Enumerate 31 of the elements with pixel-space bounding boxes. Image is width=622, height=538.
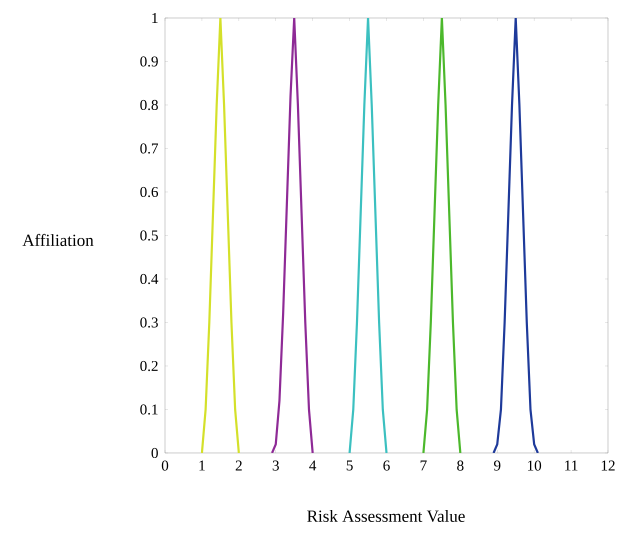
y-tick-label: 0 (152, 448, 158, 458)
x-tick-label: 9 (494, 460, 500, 471)
y-axis-title: Affiliation (22, 234, 94, 246)
y-tick-label: 0.3 (140, 317, 158, 328)
x-tick-label: 1 (199, 460, 205, 470)
x-tick-label: 5 (346, 460, 353, 470)
x-tick-label: 8 (457, 460, 464, 471)
line-series (492, 18, 539, 453)
x-tick-label: 2 (236, 460, 242, 470)
x-axis-title: Risk Assessment Value (307, 510, 465, 522)
y-tick-label: 0.4 (140, 274, 158, 284)
y-tick-label: 0.8 (140, 100, 158, 110)
y-tick-label: 0.6 (140, 186, 158, 198)
x-tick-label: 11 (565, 460, 578, 470)
line-series (422, 18, 462, 453)
y-tick-label: 0.5 (140, 230, 158, 241)
y-tick-label: 0.9 (140, 56, 158, 67)
line-series (270, 18, 314, 453)
x-tick-label: 6 (383, 460, 390, 471)
x-tick-label: 0 (162, 460, 168, 471)
x-tick-label: 12 (602, 460, 615, 470)
x-tick-label: 7 (420, 460, 427, 470)
line-series (200, 18, 240, 453)
x-tick-label: 4 (309, 460, 316, 470)
line-series (348, 18, 388, 453)
y-tick-label: 1 (152, 13, 158, 23)
y-tick-label: 0.1 (140, 404, 158, 415)
x-tick-label: 10 (528, 460, 542, 471)
y-tick-label: 0.2 (140, 360, 158, 372)
x-tick-label: 3 (272, 460, 279, 471)
y-tick-label: 0.7 (140, 143, 158, 154)
